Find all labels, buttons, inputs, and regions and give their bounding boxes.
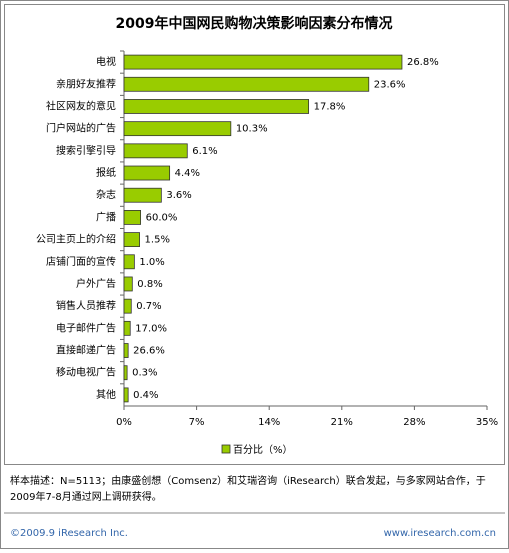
x-tick-label: 28%	[403, 417, 425, 428]
value-label: 0.8%	[137, 279, 162, 290]
y-tick-label: 移动电视广告	[56, 366, 116, 379]
x-tick-label: 7%	[189, 417, 205, 428]
bar	[123, 121, 232, 137]
y-tick-label: 门户网站的广告	[46, 122, 116, 135]
bar	[123, 387, 129, 403]
y-tick-label: 公司主页上的介绍	[36, 233, 116, 246]
y-tick-label: 电子邮件广告	[56, 321, 116, 334]
value-label: 1.5%	[145, 235, 170, 246]
value-label: 26.8%	[407, 57, 439, 68]
bar	[123, 143, 188, 159]
y-tick-label: 户外广告	[76, 277, 116, 290]
y-tick-label: 报纸	[96, 166, 116, 179]
y-tick-label: 搜索引擎引导	[56, 144, 116, 157]
bar	[123, 76, 370, 92]
y-tick-label: 其他	[96, 388, 116, 401]
value-label: 17.0%	[135, 323, 167, 334]
value-label: 26.6%	[133, 346, 165, 357]
bar	[123, 210, 141, 225]
bar	[123, 276, 133, 292]
note-box: 样本描述：N=5113；由康盛创想（Comsenz）和艾瑞咨询（iResearc…	[10, 476, 486, 503]
value-label: 0.4%	[133, 390, 158, 401]
value-label: 0.7%	[136, 301, 161, 312]
bar	[123, 254, 135, 270]
bar	[123, 365, 128, 381]
value-label: 60.0%	[146, 212, 178, 223]
value-label: 23.6%	[374, 79, 406, 90]
bar	[123, 54, 403, 70]
website: www.iresearch.com.cn	[384, 528, 496, 539]
value-label: 1.0%	[139, 257, 164, 268]
legend-label: 百分比（%）	[233, 444, 293, 456]
chart-title: 2009年中国网民购物决策影响因素分布情况	[116, 15, 393, 32]
bar	[123, 232, 140, 247]
x-tick-label: 14%	[258, 417, 280, 428]
note: 样本描述：N=5113；由康盛创想（Comsenz）和艾瑞咨询（iResearc…	[10, 476, 486, 503]
x-tick-label: 0%	[116, 417, 132, 428]
value-label: 3.6%	[166, 190, 191, 201]
x-tick-label: 21%	[331, 417, 353, 428]
y-tick-label: 亲朋好友推荐	[56, 77, 116, 90]
copyright: ©2009.9 iResearch Inc.	[10, 528, 128, 539]
value-label: 4.4%	[175, 168, 200, 179]
legend-swatch	[221, 444, 231, 454]
y-tick-label: 社区网友的意见	[46, 99, 116, 112]
y-tick-label: 销售人员推荐	[56, 299, 116, 312]
y-tick-label: 电视	[96, 55, 116, 68]
value-label: 6.1%	[192, 146, 217, 157]
chart-frame	[4, 4, 505, 465]
bar	[123, 343, 129, 358]
y-tick-label: 店铺门面的宣传	[46, 255, 116, 268]
bar	[123, 320, 131, 336]
y-tick-label: 杂志	[96, 188, 116, 201]
bar	[123, 187, 162, 203]
value-label: 10.3%	[236, 124, 268, 135]
y-tick-label: 直接邮递广告	[56, 344, 116, 357]
y-tick-label: 广播	[96, 210, 116, 223]
value-label: 17.8%	[314, 101, 346, 112]
bar	[123, 99, 310, 114]
bar	[123, 298, 132, 314]
x-tick-label: 35%	[476, 417, 498, 428]
value-label: 0.3%	[132, 368, 157, 379]
bar	[123, 165, 171, 181]
